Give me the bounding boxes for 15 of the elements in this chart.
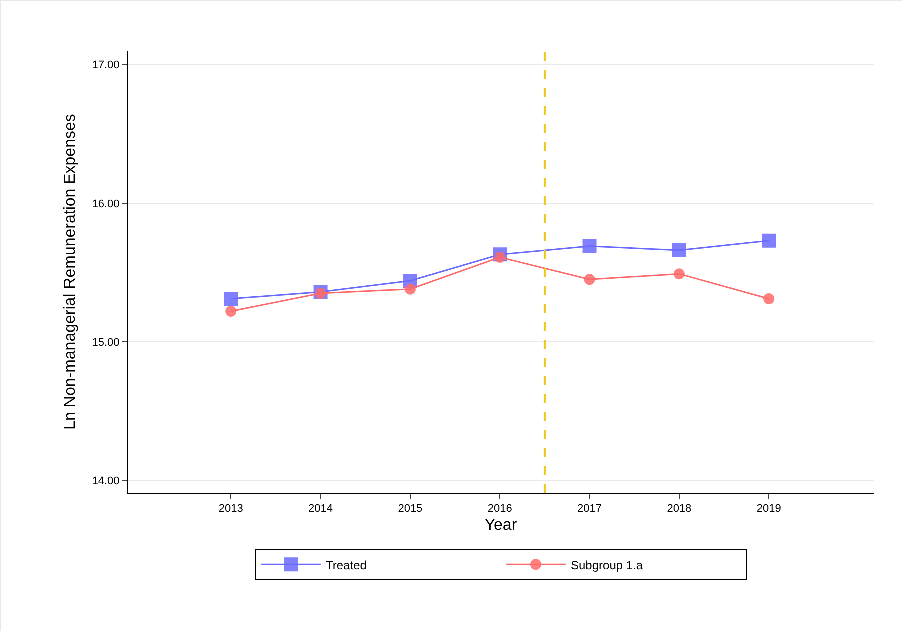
- legend-label: Treated: [326, 558, 367, 572]
- x-tick-label: 2017: [578, 503, 602, 516]
- y-tick-label: 14.00: [92, 475, 120, 488]
- y-axis-title: Ln Non-managerial Remuneration Expenses: [62, 114, 80, 430]
- x-tick-label: 2016: [488, 503, 512, 516]
- y-tick-label: 16.00: [92, 198, 120, 210]
- x-tick-label: 2015: [398, 503, 423, 516]
- x-tick-label: 2013: [218, 503, 244, 516]
- x-tick-label: 2018: [667, 503, 692, 516]
- x-tick-label: 2019: [756, 503, 782, 516]
- y-tick-label: 15.00: [92, 336, 120, 349]
- x-axis-title: Year: [484, 516, 518, 534]
- legend-label: Subgroup 1.a: [571, 558, 644, 572]
- x-tick-label: 2014: [308, 503, 334, 516]
- y-tick-label: 17.00: [92, 60, 120, 72]
